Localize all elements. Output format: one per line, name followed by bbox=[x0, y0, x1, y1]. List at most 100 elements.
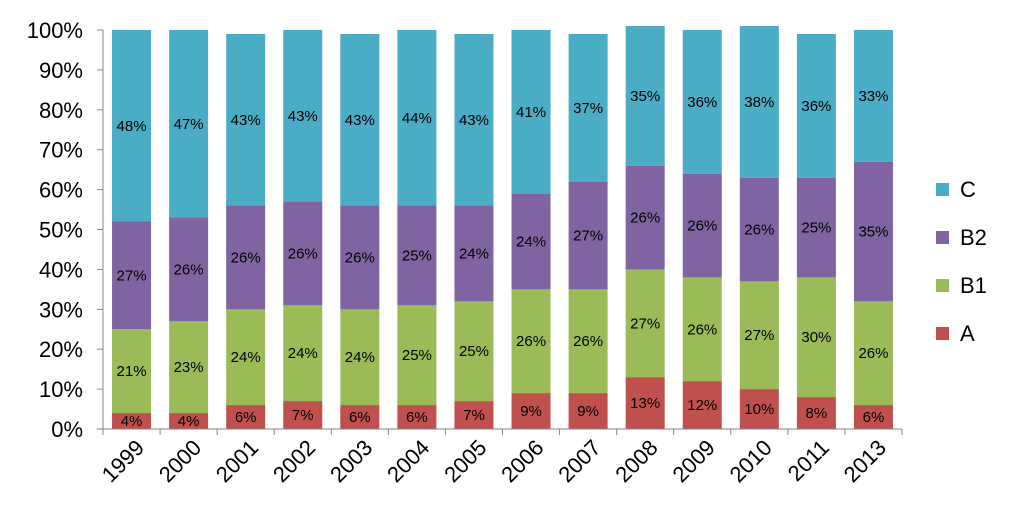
bar-segment-b1-2011 bbox=[796, 277, 836, 398]
legend: C B2 B1 A bbox=[936, 177, 987, 346]
bar-segment-b2-2000 bbox=[169, 217, 209, 322]
bar-segment-b2-1999 bbox=[112, 221, 152, 330]
data-label-a-2005: 7% bbox=[463, 407, 485, 424]
bar-segment-c-2013 bbox=[853, 30, 893, 162]
bar-segment-b1-2008 bbox=[625, 269, 665, 378]
bar-segment-c-2002 bbox=[283, 30, 323, 202]
data-label-b2-2006: 24% bbox=[516, 233, 546, 250]
legend-swatch-b1 bbox=[936, 279, 949, 292]
bar-segment-b2-2009 bbox=[682, 173, 722, 278]
bar-segment-b1-1999 bbox=[112, 329, 152, 414]
data-label-b1-2010: 27% bbox=[744, 327, 774, 344]
bars bbox=[112, 26, 893, 429]
bar-segment-c-2006 bbox=[511, 30, 551, 194]
data-label-a-2010: 10% bbox=[744, 401, 774, 418]
data-label-a-2001: 6% bbox=[235, 409, 257, 426]
bar-segment-b1-2002 bbox=[283, 305, 323, 402]
data-label-a-2002: 7% bbox=[292, 407, 314, 424]
x-tick-label: 2010 bbox=[725, 435, 777, 487]
bar-segment-c-2010 bbox=[739, 26, 779, 178]
data-label-b1-2009: 26% bbox=[687, 321, 717, 338]
data-labels: 4% 21% 27% 48% 4% 23% 26% 47% 6% 24% 26% 43% 7% 24% 26… bbox=[117, 88, 889, 430]
bar-segment-c-1999 bbox=[112, 30, 152, 222]
bar-segment-b2-2006 bbox=[511, 193, 551, 290]
bar-segment-b1-2005 bbox=[454, 301, 494, 402]
data-label-a-2003: 6% bbox=[349, 409, 371, 426]
data-label-a-2006: 9% bbox=[520, 403, 542, 420]
data-label-a-2011: 8% bbox=[806, 405, 828, 422]
legend-swatch-b2 bbox=[936, 231, 949, 244]
data-label-c-2008: 35% bbox=[630, 88, 660, 105]
data-label-b1-2005: 25% bbox=[459, 343, 489, 360]
bar-segment-b2-2003 bbox=[340, 205, 380, 310]
data-label-b2-2009: 26% bbox=[687, 218, 717, 235]
y-axis: 0% 10% 20% 30% 40% 50% 60% 70% 80% 90% 100% bbox=[27, 18, 104, 442]
bar-segment-c-2005 bbox=[454, 33, 494, 206]
data-label-b2-2003: 26% bbox=[345, 249, 375, 266]
bar-segment-c-2001 bbox=[226, 33, 266, 206]
bar-segment-b2-2008 bbox=[625, 165, 665, 270]
bar-segment-a-2013 bbox=[853, 405, 893, 429]
data-label-b2-2000: 26% bbox=[174, 261, 204, 278]
data-label-b1-2006: 26% bbox=[516, 333, 546, 350]
bar-segment-a-2006 bbox=[511, 393, 551, 429]
data-label-c-2010: 38% bbox=[744, 94, 774, 111]
bar-segment-c-2008 bbox=[625, 26, 665, 166]
data-label-b2-2011: 25% bbox=[801, 220, 831, 237]
bar-segment-c-2009 bbox=[682, 30, 722, 174]
bar-segment-a-2000 bbox=[169, 413, 209, 429]
data-label-b2-2007: 27% bbox=[573, 227, 603, 244]
x-tick-label: 2005 bbox=[439, 435, 491, 487]
data-label-c-2006: 41% bbox=[516, 104, 546, 121]
bar-segment-b2-2010 bbox=[739, 177, 779, 282]
y-tick-label: 80% bbox=[39, 98, 83, 123]
data-label-a-2008: 13% bbox=[630, 395, 660, 412]
legend-label-c: C bbox=[960, 177, 976, 202]
data-label-b1-2013: 26% bbox=[858, 345, 888, 362]
bar-segment-b2-2002 bbox=[283, 201, 323, 306]
data-label-b1-1999: 21% bbox=[117, 363, 147, 380]
y-tick-label: 50% bbox=[39, 218, 83, 243]
data-label-c-2002: 43% bbox=[288, 108, 318, 125]
y-tick-label: 70% bbox=[39, 138, 83, 163]
x-tick-label: 1999 bbox=[97, 435, 149, 487]
bar-segment-a-2005 bbox=[454, 401, 494, 429]
bar-segment-c-2007 bbox=[568, 33, 608, 182]
x-tick-label: 2004 bbox=[382, 435, 434, 487]
data-label-c-2003: 43% bbox=[345, 112, 375, 129]
data-label-a-2009: 12% bbox=[687, 397, 717, 414]
bar-segment-b1-2001 bbox=[226, 309, 266, 406]
bar-segment-b2-2013 bbox=[853, 161, 893, 302]
bar-segment-b2-2005 bbox=[454, 205, 494, 302]
bar-segment-a-1999 bbox=[112, 413, 152, 429]
legend-label-a: A bbox=[960, 321, 975, 346]
bar-segment-b2-2011 bbox=[796, 177, 836, 278]
data-label-a-2007: 9% bbox=[577, 403, 599, 420]
y-tick-label: 10% bbox=[39, 377, 83, 402]
x-tick-label: 2009 bbox=[667, 435, 719, 487]
bar-segment-b1-2007 bbox=[568, 289, 608, 394]
x-tick-label: 2003 bbox=[325, 435, 377, 487]
data-label-b2-1999: 27% bbox=[117, 267, 147, 284]
bar-segment-b1-2003 bbox=[340, 309, 380, 406]
y-tick-label: 100% bbox=[27, 18, 83, 43]
bar-segment-b1-2004 bbox=[397, 305, 437, 406]
bar-segment-a-2004 bbox=[397, 405, 437, 429]
legend-label-b1: B1 bbox=[960, 273, 987, 298]
x-tick-label: 2008 bbox=[610, 435, 662, 487]
data-label-c-2004: 44% bbox=[402, 110, 432, 127]
bar-segment-a-2002 bbox=[283, 401, 323, 429]
data-label-a-2000: 4% bbox=[178, 413, 200, 430]
data-label-b2-2002: 26% bbox=[288, 245, 318, 262]
bar-segment-a-2011 bbox=[796, 397, 836, 429]
data-label-b1-2001: 24% bbox=[231, 349, 261, 366]
data-label-b2-2005: 24% bbox=[459, 245, 489, 262]
data-label-b2-2001: 26% bbox=[231, 249, 261, 266]
bar-segment-b1-2010 bbox=[739, 281, 779, 390]
y-tick-label: 60% bbox=[39, 178, 83, 203]
bar-segment-b2-2001 bbox=[226, 205, 266, 310]
bar-segment-b2-2007 bbox=[568, 181, 608, 290]
data-label-b2-2008: 26% bbox=[630, 210, 660, 227]
data-label-c-2011: 36% bbox=[801, 98, 831, 115]
